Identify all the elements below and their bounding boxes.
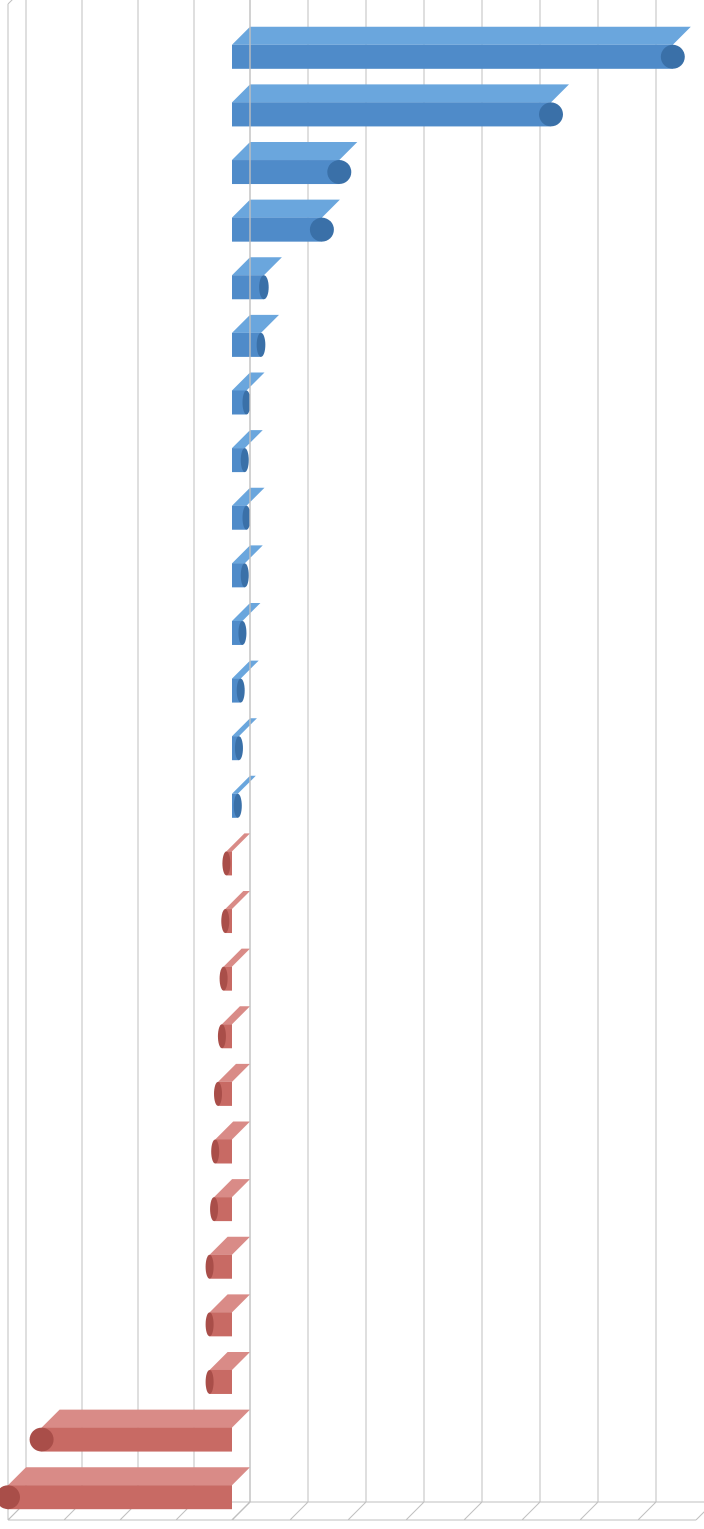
- bar-positive: [232, 27, 691, 69]
- diverging-bar-chart: [0, 0, 704, 1529]
- bar-positive: [232, 430, 263, 472]
- bar-positive: [232, 142, 357, 184]
- bar-positive: [232, 545, 263, 587]
- bar-negative: [211, 1122, 250, 1164]
- bar-positive: [232, 776, 256, 818]
- bar-positive: [232, 200, 340, 242]
- bar-negative: [222, 833, 250, 875]
- bar-negative: [220, 949, 250, 991]
- bar-negative: [206, 1352, 250, 1394]
- chart-frame: [8, 0, 704, 1520]
- bar-positive: [232, 488, 265, 530]
- bar-negative: [30, 1410, 250, 1452]
- bar-negative: [221, 891, 250, 933]
- bar-positive: [232, 84, 569, 126]
- bar-negative: [206, 1237, 250, 1279]
- bar-negative: [210, 1179, 250, 1221]
- bar-negative: [206, 1294, 250, 1336]
- bar-negative: [214, 1064, 250, 1106]
- bar-positive: [232, 315, 279, 357]
- bar-negative: [0, 1467, 250, 1509]
- bar-positive: [232, 718, 257, 760]
- bar-positive: [232, 603, 260, 645]
- bars: [0, 27, 691, 1509]
- bar-positive: [232, 373, 265, 415]
- bar-positive: [232, 257, 282, 299]
- bar-positive: [232, 661, 259, 703]
- bar-negative: [218, 1006, 250, 1048]
